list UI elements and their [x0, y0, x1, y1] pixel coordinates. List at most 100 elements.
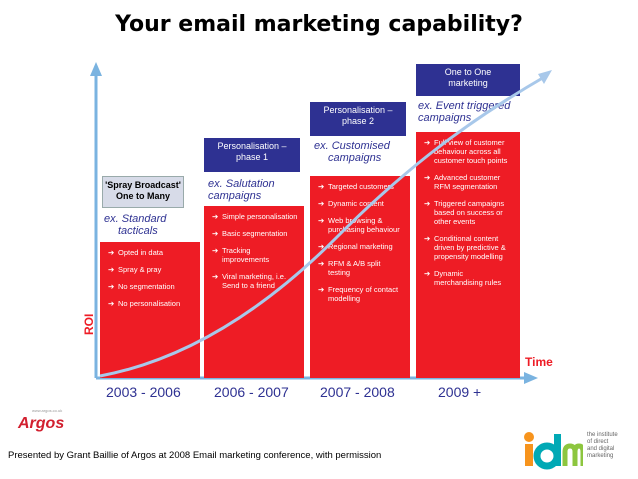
phase-2-example-line-2: campaigns — [208, 190, 262, 202]
y-axis-arrowhead — [90, 62, 102, 76]
list-item-text: Triggered campaigns based on success or … — [434, 199, 505, 226]
arrow-icon: ➔ — [108, 265, 115, 274]
capability-diagram: 'Spray Broadcast' One to Many ex. Standa… — [76, 58, 562, 408]
list-item-text: Advanced customer RFM segmentation — [434, 173, 501, 191]
phase-3-header-line-2: phase 2 — [341, 116, 375, 126]
list-item-text: Conditional content driven by predictive… — [434, 234, 506, 261]
arrow-icon: ➔ — [212, 272, 219, 281]
list-item-text: Tracking improvements — [222, 246, 270, 264]
list-item-text: Frequency of contact modelling — [328, 285, 399, 303]
list-item: ➔ Viral marketing, i.e. Send to a friend — [212, 272, 298, 290]
arrow-icon: ➔ — [108, 282, 115, 291]
list-item-text: Web browsing & purchasing behaviour — [328, 216, 400, 234]
year-label: 2006 - 2007 — [214, 384, 289, 400]
phase-4-column: ➔ Full view of customer behaviour across … — [416, 132, 520, 378]
argos-wordmark: Argos — [18, 415, 65, 432]
list-item-text: Regional marketing — [328, 242, 393, 251]
phase-4-header-line-1: One to One — [444, 67, 492, 77]
list-item-text: No personalisation — [118, 299, 181, 308]
phase-3-header: Personalisation – phase 2 — [310, 102, 406, 136]
arrow-icon: ➔ — [318, 182, 325, 191]
list-item-text: Spray & pray — [118, 265, 162, 274]
argos-logo: www.argos.co.uk Argos — [18, 408, 72, 442]
idm-mark-icon — [524, 432, 583, 470]
phase-1-column: ➔ Opted in data ➔ Spray & pray ➔ No segment… — [100, 242, 200, 378]
x-axis-arrowhead — [524, 372, 538, 384]
idm-tagline: the institute of direct and digital mark… — [587, 432, 618, 460]
list-item: ➔ Basic segmentation — [212, 229, 298, 238]
phase-3-example-line-2: campaigns — [328, 152, 382, 164]
list-item: ➔ Triggered campaigns based on success or… — [424, 199, 514, 226]
arrow-icon: ➔ — [318, 259, 325, 268]
phase-1-example-line-2: tacticals — [118, 225, 158, 237]
list-item: ➔ Dynamic content — [318, 199, 404, 208]
list-item-text: Opted in data — [118, 248, 164, 257]
list-item: ➔ Simple personalisation — [212, 212, 298, 221]
phase-4-example: ex. Event triggered campaigns — [418, 100, 510, 124]
footer-credit: Presented by Grant Baillie of Argos at 2… — [8, 450, 382, 461]
phase-2-example: ex. Salutation campaigns — [208, 178, 275, 202]
phase-3-header-line-1: Personalisation – — [323, 105, 393, 115]
list-item: ➔ Regional marketing — [318, 242, 404, 251]
year-label: 2009 + — [438, 384, 482, 400]
phase-3-list: ➔ Targeted customers ➔ Dynamic content ➔ We… — [318, 182, 404, 303]
phase-2-header-line-1: Personalisation – — [217, 141, 287, 151]
slide-title: Your email marketing capability? — [115, 12, 523, 37]
roi-axis-label: ROI — [82, 313, 96, 335]
list-item-text: Basic segmentation — [222, 229, 288, 238]
phase-4-example-line-1: ex. Event triggered — [418, 100, 511, 112]
argos-url: www.argos.co.uk — [32, 408, 63, 413]
arrow-icon: ➔ — [318, 216, 325, 225]
year-label: 2007 - 2008 — [320, 384, 395, 400]
list-item: ➔ Dynamic merchandising rules — [424, 269, 514, 287]
phase-3-example-line-1: ex. Customised — [314, 140, 390, 152]
phase-2-example-line-1: ex. Salutation — [208, 178, 275, 190]
idm-tagline-line: the institute — [587, 432, 618, 438]
phase-1-list: ➔ Opted in data ➔ Spray & pray ➔ No segment… — [108, 248, 194, 308]
list-item: ➔ No segmentation — [108, 282, 194, 291]
list-item: ➔ Targeted customers — [318, 182, 404, 191]
phase-3-column: ➔ Targeted customers ➔ Dynamic content ➔ We… — [310, 176, 410, 378]
list-item: ➔ Frequency of contact modelling — [318, 285, 404, 303]
arrow-icon: ➔ — [424, 173, 431, 182]
list-item: ➔ Spray & pray — [108, 265, 194, 274]
arrow-icon: ➔ — [424, 234, 431, 243]
arrow-icon: ➔ — [318, 285, 325, 294]
phase-2-header: Personalisation – phase 1 — [204, 138, 300, 172]
list-item: ➔ RFM & A/B split testing — [318, 259, 404, 277]
list-item: ➔ Tracking improvements — [212, 246, 298, 264]
phase-2-column: ➔ Simple personalisation ➔ Basic segmentat… — [204, 206, 304, 378]
phase-4-header: One to One marketing — [416, 64, 520, 96]
phase-4-list: ➔ Full view of customer behaviour across … — [424, 138, 514, 287]
list-item-text: No segmentation — [118, 282, 175, 291]
phase-4-header-line-2: marketing — [448, 78, 488, 88]
list-item: ➔ Opted in data — [108, 248, 194, 257]
phase-1-header-line-2: One to Many — [115, 191, 170, 201]
list-item: ➔ No personalisation — [108, 299, 194, 308]
arrow-icon: ➔ — [108, 299, 115, 308]
list-item: ➔ Web browsing & purchasing behaviour — [318, 216, 404, 234]
phase-3-example: ex. Customised campaigns — [314, 140, 390, 164]
list-item: ➔ Conditional content driven by predictiv… — [424, 234, 514, 261]
list-item-text: Dynamic content — [328, 199, 384, 208]
arrow-icon: ➔ — [318, 199, 325, 208]
arrow-icon: ➔ — [424, 138, 431, 147]
arrow-icon: ➔ — [212, 246, 219, 255]
phase-1-example: ex. Standard tacticals — [104, 213, 166, 237]
list-item: ➔ Full view of customer behaviour across … — [424, 138, 514, 165]
idm-tagline-line: of direct — [587, 439, 609, 445]
phase-2-header-line-2: phase 1 — [235, 152, 269, 162]
list-item-text: Simple personalisation — [222, 212, 298, 221]
phase-1-example-line-1: ex. Standard — [104, 213, 167, 225]
idm-tagline-line: and digital — [587, 446, 615, 452]
idm-logo: idm the institute of direct and digital … — [521, 430, 631, 470]
phase-2-list: ➔ Simple personalisation ➔ Basic segmentat… — [212, 212, 298, 290]
phase-4-example-line-2: campaigns — [418, 112, 472, 124]
phase-1-header-line-1: 'Spray Broadcast' — [105, 180, 181, 190]
arrow-icon: ➔ — [424, 199, 431, 208]
year-label: 2003 - 2006 — [106, 384, 181, 400]
list-item-text: Targeted customers — [328, 182, 394, 191]
list-item-text: Full view of customer behaviour across a… — [434, 138, 508, 165]
list-item-text: Viral marketing, i.e. Send to a friend — [222, 272, 287, 290]
arrow-icon: ➔ — [212, 229, 219, 238]
